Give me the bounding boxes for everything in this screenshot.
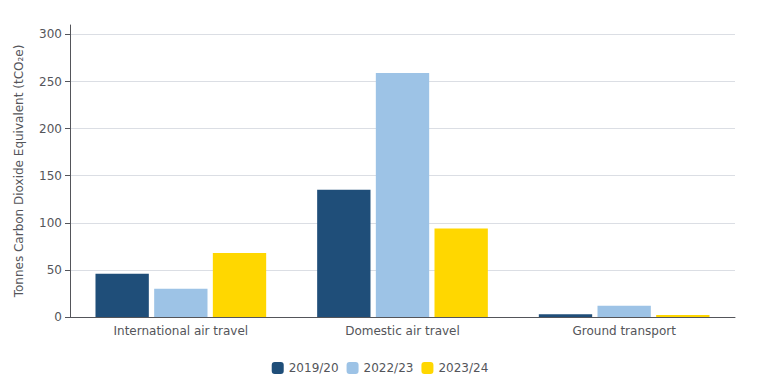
svg-text:0: 0: [54, 310, 62, 324]
svg-text:2023/24: 2023/24: [438, 361, 488, 375]
svg-text:Tonnes Carbon Dioxide Equivale: Tonnes Carbon Dioxide Equivalent (tCO₂e): [12, 45, 26, 299]
svg-text:150: 150: [39, 169, 62, 183]
svg-text:50: 50: [47, 263, 62, 277]
svg-text:250: 250: [39, 75, 62, 89]
svg-text:2022/23: 2022/23: [364, 361, 414, 375]
svg-text:2019/20: 2019/20: [289, 361, 339, 375]
svg-text:100: 100: [39, 216, 62, 230]
svg-text:International air travel: International air travel: [114, 324, 249, 338]
svg-text:200: 200: [39, 122, 62, 136]
svg-text:Domestic air travel: Domestic air travel: [345, 324, 460, 338]
svg-text:300: 300: [39, 27, 62, 41]
svg-text:Ground transport: Ground transport: [572, 324, 676, 338]
